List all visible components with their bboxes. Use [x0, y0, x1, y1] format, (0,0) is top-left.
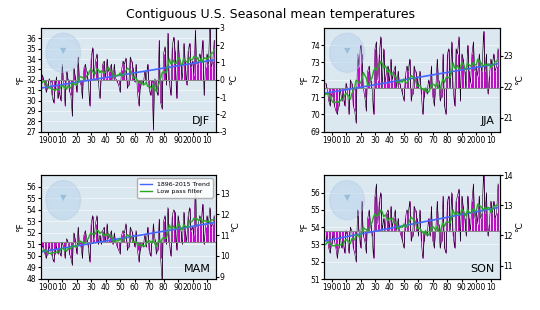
Y-axis label: °C: °C — [231, 222, 240, 232]
Text: MAM: MAM — [184, 264, 211, 274]
Legend: 1896-2015 Trend, Low pass filter: 1896-2015 Trend, Low pass filter — [137, 178, 213, 197]
Y-axis label: °C: °C — [229, 74, 238, 85]
Y-axis label: °F: °F — [16, 222, 25, 232]
Y-axis label: °F: °F — [300, 75, 309, 85]
Y-axis label: °C: °C — [515, 74, 524, 85]
Y-axis label: °F: °F — [300, 222, 309, 232]
Text: JJA: JJA — [481, 117, 494, 126]
Y-axis label: °F: °F — [16, 75, 25, 85]
Y-axis label: °C: °C — [515, 222, 524, 232]
Text: Contiguous U.S. Seasonal mean temperatures: Contiguous U.S. Seasonal mean temperatur… — [125, 8, 415, 21]
Text: SON: SON — [470, 264, 494, 274]
Text: DJF: DJF — [192, 117, 211, 126]
